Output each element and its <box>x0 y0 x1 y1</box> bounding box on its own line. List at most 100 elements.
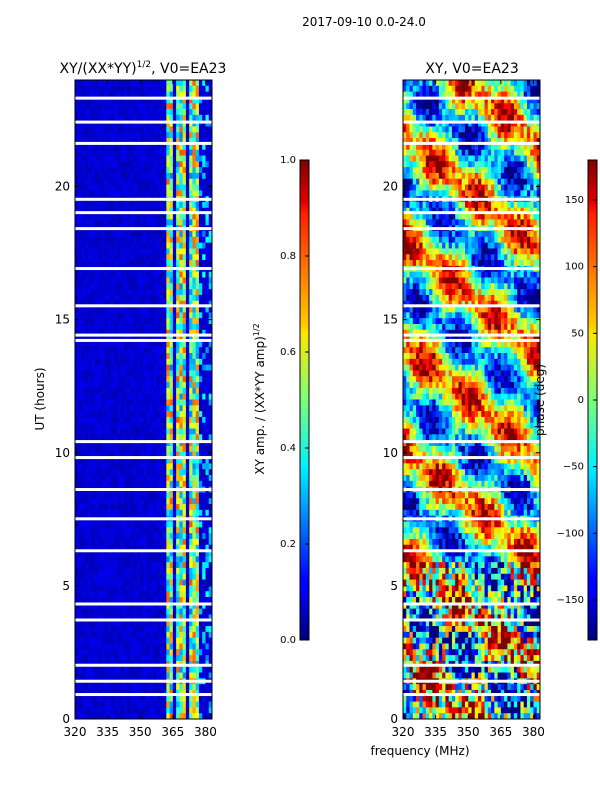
heatmap-cell <box>435 114 440 122</box>
heatmap-cell <box>153 550 157 557</box>
heatmap-cell <box>403 109 407 116</box>
heatmap-cell <box>153 701 157 708</box>
heatmap-cell <box>176 573 180 580</box>
heatmap-cell <box>189 457 193 464</box>
heatmap-cell <box>130 533 135 540</box>
heatmap-cell <box>75 614 79 621</box>
heatmap-cell <box>185 602 190 610</box>
heatmap-cell <box>416 114 420 122</box>
heatmap-cell <box>185 289 190 296</box>
heatmap-cell <box>97 347 102 354</box>
heatmap-cell <box>163 149 167 156</box>
heatmap-cell <box>166 347 170 354</box>
heatmap-cell <box>179 248 184 255</box>
heatmap-cell <box>114 172 118 180</box>
heatmap-cell <box>208 260 212 267</box>
heatmap-cell <box>146 475 151 482</box>
heatmap-cell <box>91 207 95 215</box>
heatmap-cell <box>163 463 167 470</box>
heatmap-cell <box>94 614 99 621</box>
heatmap-cell <box>143 277 148 284</box>
heatmap-cell <box>494 80 498 87</box>
heatmap-cell <box>159 422 164 429</box>
heatmap-cell <box>150 143 154 151</box>
heatmap-cell <box>195 85 200 93</box>
heatmap-cell <box>153 637 157 644</box>
heatmap-cell <box>179 637 184 644</box>
heatmap-cell <box>198 300 203 307</box>
heatmap-cell <box>84 509 89 517</box>
heatmap-cell <box>75 109 79 116</box>
heatmap-cell <box>123 382 128 389</box>
heatmap-cell <box>208 538 212 546</box>
heatmap-cell <box>114 155 118 162</box>
heatmap-cell <box>78 91 82 98</box>
heatmap-cell <box>146 527 151 534</box>
heatmap-cell <box>78 544 82 551</box>
heatmap-cell <box>185 504 190 511</box>
heatmap-cell <box>104 167 109 174</box>
heatmap-cell <box>94 271 99 278</box>
heatmap-cell <box>172 161 177 168</box>
heatmap-cell <box>172 323 177 331</box>
heatmap-cell <box>195 184 200 191</box>
heatmap-cell <box>88 579 92 586</box>
heatmap-cell <box>163 271 167 278</box>
heatmap-cell <box>107 701 112 708</box>
heatmap-cell <box>198 457 203 464</box>
heatmap-cell <box>169 376 174 383</box>
heatmap-cell <box>195 637 200 644</box>
heatmap-cell <box>130 684 135 691</box>
heatmap-cell <box>163 521 167 528</box>
heatmap-cell <box>81 509 86 517</box>
heatmap-cell <box>101 335 105 342</box>
heatmap-cell <box>189 567 193 575</box>
heatmap-cell <box>130 85 135 93</box>
heatmap-cell <box>140 504 144 511</box>
heatmap-cell <box>189 120 193 127</box>
heatmap-cell <box>159 219 164 226</box>
heatmap-cell <box>81 416 86 424</box>
heatmap-cell <box>185 300 190 307</box>
heatmap-cell <box>192 289 197 296</box>
heatmap-cell <box>123 312 128 319</box>
heatmap-cell <box>172 631 177 639</box>
heatmap-cell <box>84 707 89 714</box>
heatmap-cell <box>150 562 154 569</box>
heatmap-cell <box>150 509 154 517</box>
heatmap-cell <box>130 695 135 702</box>
heatmap-cell <box>114 376 118 383</box>
amplitude-panel-title: XY/(XX*YY)1/2, V0=EA23 <box>60 60 227 77</box>
heatmap-cell <box>182 207 187 215</box>
flagged-row <box>75 197 212 201</box>
heatmap-cell <box>136 393 141 400</box>
flagged-row <box>75 663 212 667</box>
heatmap-cell <box>169 213 174 220</box>
heatmap-cell <box>202 300 206 307</box>
heatmap-cell <box>127 306 131 313</box>
heatmap-cell <box>97 597 102 604</box>
flagged-row <box>75 211 212 215</box>
heatmap-cell <box>107 422 112 429</box>
heatmap-cell <box>208 556 212 563</box>
heatmap-cell <box>153 358 157 366</box>
heatmap-cell <box>185 306 190 313</box>
heatmap-cell <box>176 672 180 679</box>
heatmap-cell <box>202 149 206 156</box>
heatmap-cell <box>484 114 489 122</box>
heatmap-cell <box>127 684 131 691</box>
heatmap-cell <box>166 114 170 122</box>
heatmap-cell <box>143 300 148 307</box>
heatmap-cell <box>130 521 135 528</box>
heatmap-cell <box>176 329 180 336</box>
heatmap-cell <box>156 358 161 366</box>
heatmap-cell <box>110 393 115 400</box>
heatmap-cell <box>114 602 118 610</box>
heatmap-cell <box>127 219 131 226</box>
heatmap-cell <box>120 149 125 156</box>
heatmap-cell <box>156 463 161 470</box>
heatmap-cell <box>189 707 193 714</box>
heatmap-cell <box>136 219 141 226</box>
heatmap-cell <box>81 521 86 528</box>
heatmap-cell <box>78 666 82 673</box>
